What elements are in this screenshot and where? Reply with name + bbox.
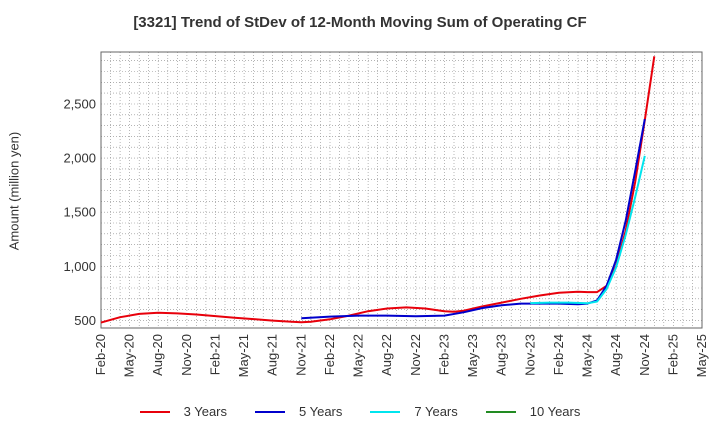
x-tick-label: Nov-23 [522,334,537,376]
x-tick-label: Nov-22 [408,334,423,376]
series-line-7-years [530,155,646,305]
legend-swatch [139,410,170,413]
legend-item: 5 Years [255,404,342,419]
x-tick-label: May-23 [465,334,480,377]
chart-legend: 3 Years 5 Years 7 Years 10 Years [0,404,720,419]
x-tick-label: Nov-24 [637,334,652,376]
x-tick-label: Aug-24 [608,334,623,376]
chart-title: [3321] Trend of StDev of 12-Month Moving… [133,14,587,31]
x-tick-label: Feb-25 [665,334,680,375]
x-tick-label: Aug-22 [379,334,394,376]
legend-item: 10 Years [485,404,581,419]
legend-swatch [370,410,401,413]
y-tick-label: 1,000 [63,259,96,274]
x-tick-label: May-20 [122,334,137,377]
legend-item: 7 Years [370,404,458,419]
x-tick-label: Feb-22 [322,334,337,375]
x-tick-label: Feb-20 [93,334,108,375]
x-tick-label: Aug-21 [265,334,280,376]
legend-item: 3 Years [139,404,227,419]
plot-frame [100,51,703,329]
x-tick-label: May-25 [694,334,709,377]
x-tick-label: Feb-23 [436,334,451,375]
legend-label: 10 Years [529,404,581,419]
legend-label: 7 Years [414,404,458,419]
legend-swatch [485,410,516,413]
series-line-3-years [100,56,656,324]
x-tick-label: Nov-21 [293,334,308,376]
x-tick-label: Nov-20 [179,334,194,376]
y-tick-label: 2,000 [63,151,96,166]
y-tick-label: 2,500 [63,96,96,111]
x-tick-label: May-22 [351,334,366,377]
y-tick-label: 500 [74,313,96,328]
x-tick-label: Aug-23 [494,334,509,376]
x-tick-label: Feb-21 [207,334,222,375]
x-tick-label: May-24 [580,334,595,377]
plot-area [101,52,702,328]
x-tick-label: Feb-24 [551,334,566,375]
legend-label: 3 Years [183,404,227,419]
x-tick-label: Aug-20 [150,334,165,376]
y-tick-label: 1,500 [63,205,96,220]
legend-swatch [255,410,285,413]
legend-label: 5 Years [299,404,343,419]
x-tick-label: May-21 [236,334,251,377]
series-line-5-years [301,118,646,320]
